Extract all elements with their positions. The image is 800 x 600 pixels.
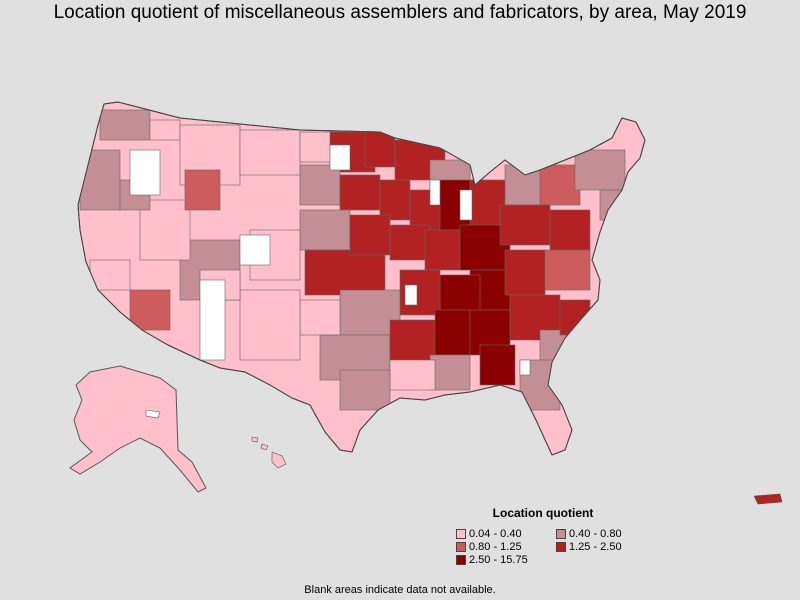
- no-data-region: [329, 144, 351, 171]
- legend-label: 1.25 - 2.50: [569, 541, 622, 553]
- legend-swatch: [556, 542, 566, 552]
- area-region: [89, 259, 131, 291]
- area-region: [364, 131, 396, 168]
- area-region: [559, 299, 591, 336]
- legend-label: 0.80 - 1.25: [469, 541, 522, 553]
- area-region: [499, 204, 551, 246]
- area-region: [599, 189, 631, 221]
- area-region: [339, 369, 391, 411]
- no-data-region: [129, 149, 161, 196]
- hawaii: [251, 436, 287, 469]
- area-region: [429, 354, 471, 391]
- area-region: [434, 309, 471, 356]
- legend-swatch: [556, 529, 566, 539]
- area-region: [99, 109, 151, 141]
- contiguous-us: [77, 101, 646, 456]
- no-data-region: [199, 279, 226, 361]
- area-region: [129, 289, 171, 331]
- area-region: [239, 289, 301, 361]
- no-data-region: [404, 284, 418, 306]
- no-data-region: [459, 189, 473, 221]
- alaska: [69, 365, 207, 493]
- area-region: [504, 164, 546, 206]
- no-data-region: [519, 359, 531, 376]
- legend-swatch: [456, 529, 466, 539]
- no-data-region: [239, 234, 271, 266]
- legend-item-0.04-0.40: 0.04 - 0.40: [456, 528, 522, 540]
- area-region: [389, 359, 436, 391]
- area-region: [299, 299, 341, 336]
- legend-item-0.40-0.80: 0.40 - 0.80: [556, 528, 622, 540]
- area-region: [149, 119, 181, 141]
- legend-item-2.50-15.75: 2.50 - 15.75: [456, 554, 528, 566]
- area-region: [299, 164, 341, 206]
- area-region: [479, 344, 516, 386]
- area-region: [544, 249, 591, 291]
- area-region: [574, 149, 626, 191]
- legend-item-0.80-1.25: 0.80 - 1.25: [456, 541, 522, 553]
- area-region: [424, 229, 466, 271]
- legend-label: 2.50 - 15.75: [469, 554, 528, 566]
- footnote: Blank areas indicate data not available.: [304, 584, 496, 596]
- puerto-rico: [753, 493, 783, 505]
- area-region: [389, 224, 431, 261]
- legend-swatch: [456, 542, 466, 552]
- area-region: [539, 164, 581, 206]
- area-region: [184, 169, 221, 211]
- area-region: [239, 129, 301, 176]
- area-region: [79, 149, 121, 211]
- area-region: [339, 174, 381, 211]
- legend-swatch: [456, 555, 466, 565]
- area-region: [549, 209, 591, 251]
- area-region: [504, 249, 546, 296]
- area-region: [439, 274, 481, 316]
- map-legend: Location quotient 0.04 - 0.40 0.40 - 0.8…: [448, 506, 668, 568]
- no-data-region: [429, 179, 441, 206]
- area-region: [299, 209, 351, 251]
- area-region: [349, 214, 391, 256]
- map-title: Location quotient of miscellaneous assem…: [53, 2, 747, 23]
- legend-title: Location quotient: [492, 506, 594, 520]
- area-region: [304, 249, 386, 296]
- legend-label: 0.04 - 0.40: [469, 528, 522, 540]
- legend-item-1.25-2.50: 1.25 - 2.50: [556, 541, 622, 553]
- legend-label: 0.40 - 0.80: [569, 528, 622, 540]
- area-region: [379, 179, 411, 221]
